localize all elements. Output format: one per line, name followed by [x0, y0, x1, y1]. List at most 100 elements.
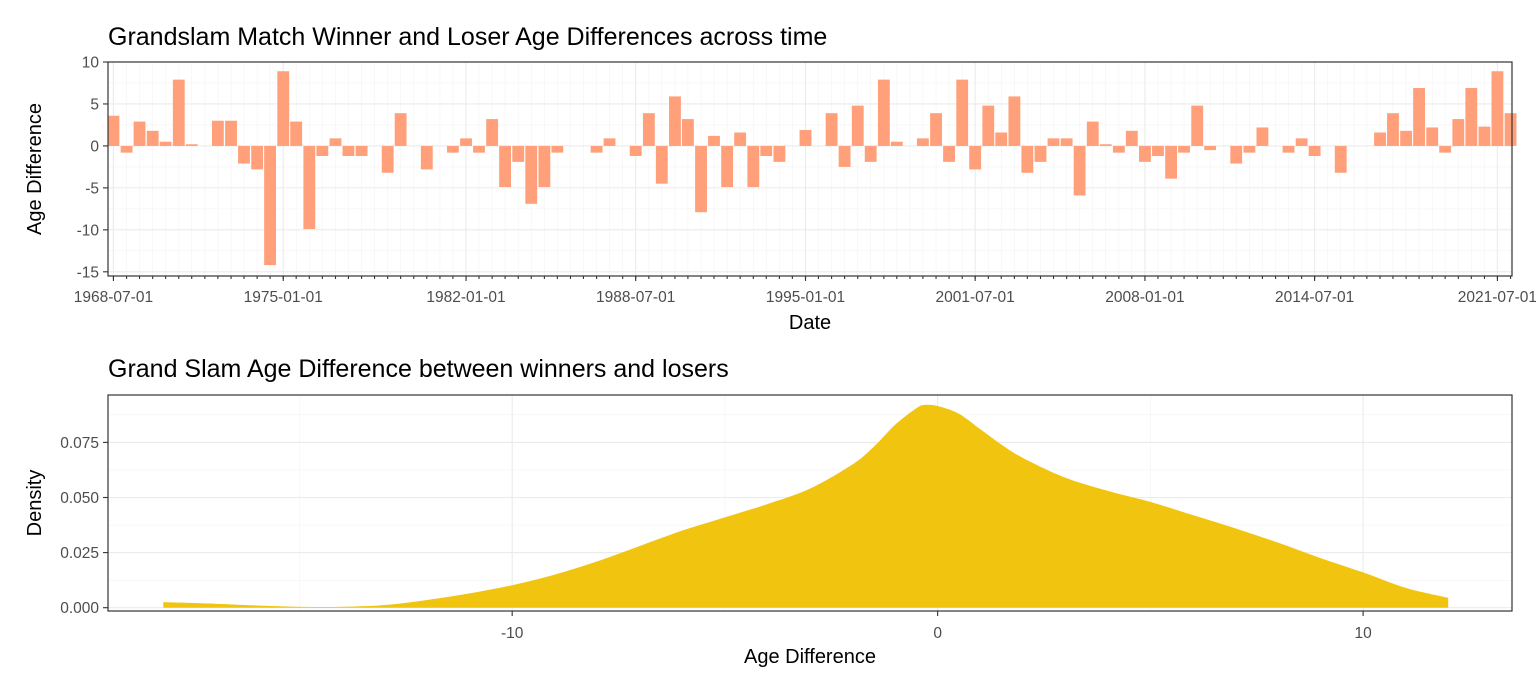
bar [721, 145, 734, 188]
bar [460, 138, 472, 146]
bar [1204, 145, 1217, 151]
density-chart-x-axis-title: Age Difference [744, 646, 876, 668]
bar [1191, 105, 1204, 146]
bar [551, 145, 564, 153]
density-chart-axes: 0.000 0.025 0.050 0.075 -10 0 10 [60, 435, 1372, 642]
bar-chart-x-tick-label: 1988-07-01 [596, 289, 675, 306]
bar [211, 120, 224, 146]
density-area [163, 404, 1449, 608]
bar-chart-y-tick-label: 0 [90, 138, 99, 155]
bar-chart-x-tick-label: 1975-01-01 [244, 289, 323, 306]
bar [1452, 119, 1465, 146]
bar [1008, 96, 1021, 146]
bar-chart-x-tick-label: 1968-07-01 [74, 289, 153, 306]
bar [329, 138, 342, 146]
density-chart-area [163, 404, 1449, 608]
bar [1413, 88, 1425, 146]
bar [825, 113, 838, 146]
bar [107, 115, 120, 146]
bar [695, 145, 707, 213]
density-chart-panel-border [107, 394, 1513, 612]
bar [133, 121, 146, 146]
bar [499, 145, 511, 188]
bar-chart-grid [108, 61, 1512, 276]
bar [1256, 127, 1269, 146]
bar [956, 79, 969, 146]
density-chart-y-tick-label: 0.025 [60, 545, 99, 562]
bar-chart-axes: 10 5 0 -5 -10 -15 1968-07-01 1975-01-01 1982-01-… [74, 55, 1536, 307]
bar-chart-y-tick-label: 5 [90, 96, 99, 113]
bar-chart-x-tick-label: 2021-07-01 [1458, 289, 1536, 306]
bar [851, 105, 864, 146]
bar [1374, 132, 1386, 146]
bar [995, 132, 1008, 146]
bar [446, 145, 459, 153]
bar-chart-x-tick-label: 2014-07-01 [1275, 289, 1354, 306]
bar [303, 145, 316, 230]
density-chart-y-tick-label: 0.075 [60, 435, 99, 452]
bar [1086, 121, 1099, 146]
bar [1439, 145, 1452, 153]
bar [1125, 130, 1138, 146]
bar [1060, 138, 1073, 146]
bar [1295, 138, 1308, 146]
bar [342, 145, 355, 156]
bar [1282, 145, 1295, 153]
bar [1465, 88, 1478, 146]
bar-chart-y-tick-label: -10 [77, 222, 100, 239]
bar [877, 79, 890, 146]
bar [590, 145, 603, 153]
density-chart-title: Grand Slam Age Difference between winner… [108, 355, 729, 383]
bar [642, 113, 655, 146]
bar [420, 145, 433, 170]
bar [1021, 145, 1034, 173]
bar [1112, 145, 1125, 153]
bar [734, 132, 747, 146]
bar-chart-x-tick-label: 2008-01-01 [1105, 289, 1184, 306]
bar-chart-bars [107, 71, 1517, 266]
density-chart-x-tick-label: -10 [501, 625, 524, 642]
bar [603, 138, 616, 146]
bar [969, 145, 982, 170]
bar [381, 145, 394, 173]
bar [355, 145, 368, 156]
bar [1034, 145, 1047, 162]
bar [512, 145, 525, 162]
bar [264, 145, 276, 266]
bar-chart-x-tick-label: 2001-07-01 [936, 289, 1015, 306]
bar [1152, 145, 1164, 156]
bar [943, 145, 955, 162]
bar [1400, 130, 1413, 146]
bar [473, 145, 485, 153]
bar [681, 119, 694, 146]
bar [1243, 145, 1256, 153]
bar-chart-y-tick-label: 10 [82, 55, 100, 72]
bar [890, 141, 903, 146]
bar [1099, 144, 1112, 146]
bar [525, 145, 538, 204]
density-chart-y-axis-title: Density [24, 470, 46, 537]
bar [629, 145, 642, 156]
bar-chart-age-difference-over-time: Grandslam Match Winner and Loser Age Dif… [24, 23, 1536, 334]
bar [1073, 145, 1086, 196]
bar [1504, 113, 1517, 146]
bar [1308, 145, 1321, 156]
bar [290, 121, 303, 146]
bar [1178, 145, 1190, 153]
density-chart-y-tick-label: 0.000 [60, 600, 99, 617]
bar [172, 79, 185, 146]
bar [708, 135, 720, 146]
bar [225, 120, 237, 146]
density-chart-y-tick-label: 0.050 [60, 490, 99, 507]
bar [394, 113, 407, 146]
bar [982, 105, 995, 146]
bar [1426, 127, 1439, 146]
bar [930, 113, 942, 146]
bar [277, 71, 290, 146]
bar [159, 141, 172, 146]
bar [669, 96, 681, 146]
bar-chart-y-axis-title: Age Difference [24, 103, 46, 235]
bar [251, 145, 264, 170]
bar-chart-title: Grandslam Match Winner and Loser Age Dif… [108, 23, 827, 51]
